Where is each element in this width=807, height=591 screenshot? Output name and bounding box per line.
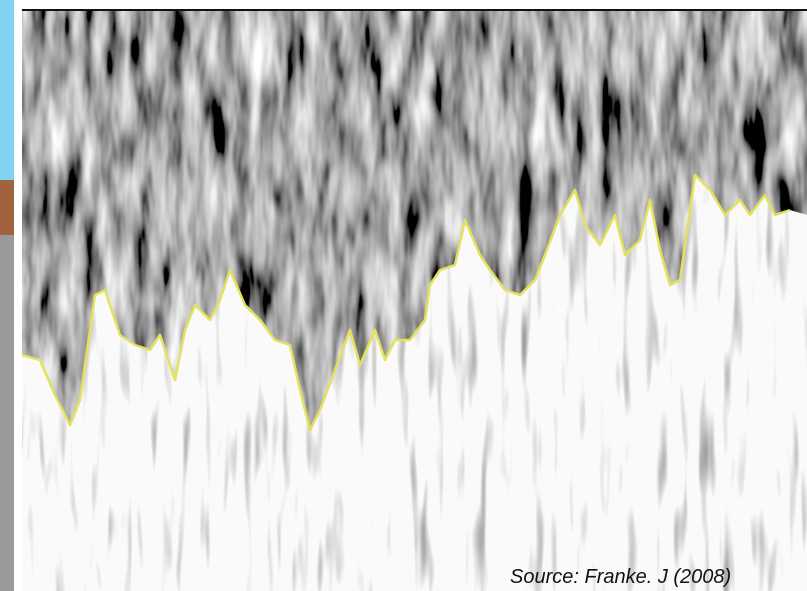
radar-image: Source: Franke. J (2008) [0,0,807,591]
left-strip-sky [0,0,14,180]
left-gap [14,0,22,591]
caption: Source: Franke. J (2008) [510,566,731,588]
slide: Source: Franke. J (2008) [0,0,807,591]
left-strip-earth [0,180,14,235]
